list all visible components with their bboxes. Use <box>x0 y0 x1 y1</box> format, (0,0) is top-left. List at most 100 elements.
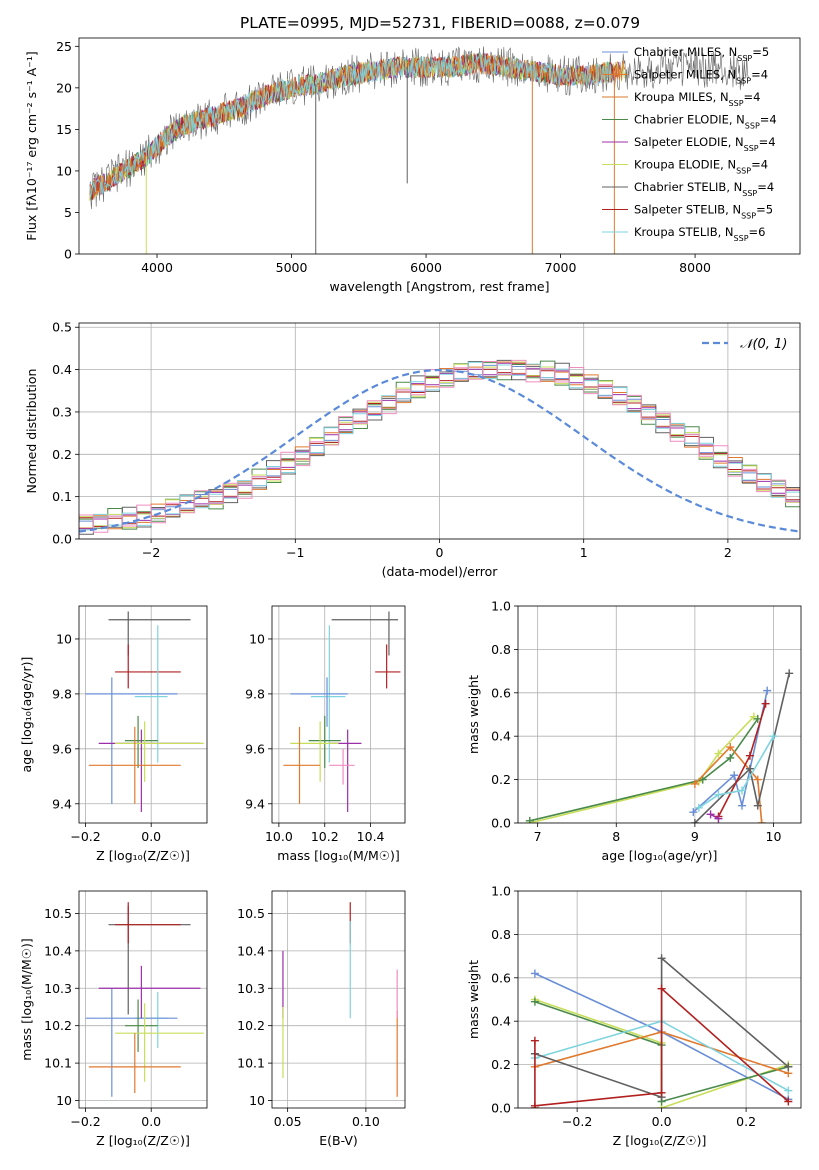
x-tick-label: 2 <box>724 545 732 560</box>
x-tick-label: −0.2 <box>70 829 100 844</box>
weight-point-marker <box>761 699 770 708</box>
weight-point-marker <box>530 997 539 1006</box>
x-tick-label: 4000 <box>141 260 173 275</box>
y-tick-label: 25 <box>56 39 72 54</box>
weight-point-marker <box>738 801 747 810</box>
weight-point-marker <box>657 984 666 993</box>
weight-point-marker <box>706 810 715 819</box>
weight-point-marker <box>769 732 778 741</box>
weight-point-marker <box>690 819 699 823</box>
panel-weight_vs_age: 7 8 9 10 0.0 0.2 0.4 0.6 0.8 1.0 age [log₁₀(age/yr… <box>466 599 802 863</box>
x-tick-label: 5000 <box>276 260 308 275</box>
legend-entry: Kroupa MILES, NSSP=4 <box>634 90 760 108</box>
histogram-series <box>79 359 800 539</box>
y-tick-label: 10.4 <box>44 943 72 958</box>
weight-point-marker <box>784 1062 793 1071</box>
weight-point-marker <box>525 816 534 823</box>
y-tick-label: 9.8 <box>245 686 265 701</box>
weight-series-line <box>529 716 755 823</box>
spectrum-series-line <box>89 52 612 198</box>
plot-area <box>518 891 801 1108</box>
errorbar-point <box>115 1003 204 1082</box>
errorbar-point <box>115 721 204 782</box>
weight-point-marker <box>657 954 666 963</box>
y-tick-label: 0.0 <box>491 816 511 831</box>
x-tick-label: 8 <box>612 829 620 844</box>
errorbar-point <box>85 988 178 1097</box>
x-tick-label: 10.2 <box>311 829 339 844</box>
panel-weight_vs_Z: −0.2 0.0 0.2 0.0 0.2 0.4 0.6 0.8 1.0 Z [log₁₀(Z/Z… <box>466 884 802 1148</box>
y-tick-label: 10.1 <box>237 1056 265 1071</box>
plot-area <box>79 606 207 823</box>
axes-frame <box>78 605 208 824</box>
y-tick-label: 0.0 <box>491 1101 511 1116</box>
plot-area <box>272 891 405 1108</box>
x-tick-label: 7000 <box>545 260 577 275</box>
y-tick-label: 10.3 <box>237 981 265 996</box>
errorbar-point <box>108 905 191 1015</box>
x-tick-label: 6000 <box>410 260 442 275</box>
x-tick-label: 0.05 <box>274 1114 302 1129</box>
y-tick-label: 0.3 <box>52 404 72 419</box>
weight-point-marker <box>753 801 762 810</box>
weight-point-marker <box>689 808 698 817</box>
x-tick-label: 0.0 <box>141 1114 161 1129</box>
axes-frame <box>271 890 406 1109</box>
errorbar-point <box>375 644 401 689</box>
x-tick-label: 0.2 <box>736 1114 756 1129</box>
page-title: PLATE=0995, MJD=52731, FIBERID=0088, z=0… <box>240 14 640 32</box>
x-axis-label: age [log₁₀(age/yr)] <box>602 848 718 863</box>
errorbar-point <box>290 677 348 727</box>
y-tick-label: 5 <box>64 205 72 220</box>
panel-residuals: −2 −1 0 1 2 0.0 0.1 0.2 0.3 0.4 0.5 (data-model)/er… <box>24 320 801 579</box>
x-tick-label: 10.4 <box>357 829 385 844</box>
x-tick-label: 0.10 <box>352 1114 380 1129</box>
weight-point-marker <box>530 1036 539 1045</box>
y-tick-label: 10.5 <box>237 906 265 921</box>
weight-point-marker <box>694 803 703 812</box>
y-tick-label: 0.0 <box>52 532 72 547</box>
y-tick-label: 0.8 <box>491 927 511 942</box>
y-tick-label: 10.4 <box>237 943 265 958</box>
x-tick-label: −0.2 <box>562 1114 592 1129</box>
y-tick-label: 10.5 <box>44 906 72 921</box>
y-axis-label: Normed distribution <box>24 369 39 494</box>
y-axis-label: Flux [fλ10⁻¹⁷ erg cm⁻² s⁻¹ A⁻¹] <box>24 51 39 240</box>
y-tick-label: 0.8 <box>491 642 511 657</box>
x-tick-label: 9 <box>691 829 699 844</box>
x-tick-label: 0 <box>436 545 444 560</box>
y-tick-label: 0.5 <box>52 320 72 335</box>
y-tick-label: 0.6 <box>491 685 511 700</box>
x-axis-label: Z [log₁₀(Z/Z☉)] <box>96 848 190 863</box>
y-tick-label: 9.6 <box>245 741 265 756</box>
x-axis-label: Z [log₁₀(Z/Z☉)] <box>613 1133 707 1148</box>
legend-entry: Chabrier ELODIE, NSSP=4 <box>634 113 777 131</box>
axes-frame <box>271 605 406 824</box>
weight-point-marker <box>730 771 739 780</box>
weight-point-marker <box>784 1097 793 1106</box>
y-tick-label: 1.0 <box>491 599 511 614</box>
y-tick-label: 0.6 <box>491 970 511 985</box>
x-axis-label: wavelength [Angstrom, rest frame] <box>329 279 549 294</box>
x-axis-label: (data-model)/error <box>382 564 499 579</box>
panel-mass_vs_Z: −0.2 0.0 10 10.1 10.2 10.3 10.4 10.5 Z [log₁₀(Z/… <box>19 890 208 1148</box>
x-tick-label: −2 <box>142 545 160 560</box>
weight-series-line <box>534 986 789 1107</box>
normal-curve <box>79 368 800 533</box>
weight-point-marker <box>690 779 699 788</box>
weight-point-marker <box>530 1104 539 1108</box>
weight-point-marker <box>757 819 766 823</box>
plot-area <box>89 46 749 254</box>
y-tick-label: 0.2 <box>491 772 511 787</box>
weight-point-marker <box>745 764 754 773</box>
axes-frame <box>78 890 208 1109</box>
y-tick-label: 10 <box>56 1093 72 1108</box>
y-tick-label: 0.4 <box>491 1014 511 1029</box>
legend-entry: Salpeter STELIB, NSSP=5 <box>634 203 773 221</box>
y-tick-label: 10 <box>56 631 72 646</box>
plot-area <box>79 891 207 1108</box>
x-tick-label: 1 <box>580 545 588 560</box>
legend-entry: Chabrier STELIB, NSSP=4 <box>634 180 774 198</box>
errorbar-point <box>98 965 201 1019</box>
